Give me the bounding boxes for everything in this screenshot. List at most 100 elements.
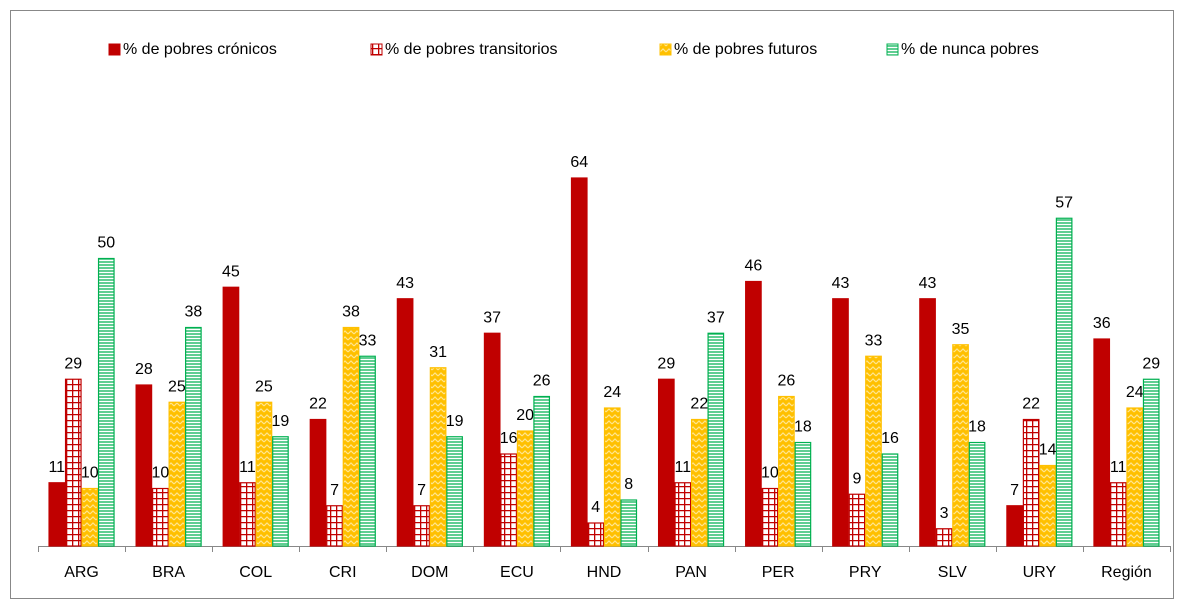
data-label: 24: [603, 384, 621, 401]
data-label: 9: [853, 470, 862, 487]
legend-label: % de pobres futuros: [674, 41, 817, 58]
legend-swatch: [370, 43, 383, 56]
bar: [396, 298, 414, 547]
bar: [1142, 378, 1160, 547]
bar: [446, 436, 463, 547]
legend-swatch: [108, 43, 121, 56]
bar: [1006, 505, 1023, 547]
bar: [745, 280, 762, 547]
data-label: 26: [778, 373, 796, 390]
data-label: 10: [81, 465, 99, 482]
x-tick-label: PER: [762, 564, 795, 581]
bar: [1093, 338, 1111, 547]
data-label: 29: [657, 355, 675, 372]
data-label: 7: [330, 482, 339, 499]
data-label: 29: [64, 355, 82, 372]
bar: [97, 257, 115, 547]
data-label: 57: [1055, 194, 1073, 211]
data-label: 43: [919, 275, 937, 292]
data-label: 11: [48, 459, 65, 476]
data-label: 11: [675, 459, 692, 476]
bar: [1055, 217, 1073, 547]
x-tick-label: ECU: [500, 564, 534, 581]
data-label: 37: [483, 309, 501, 326]
data-label: 4: [591, 499, 600, 516]
bar: [657, 378, 675, 547]
data-label: 16: [500, 430, 518, 447]
bar: [707, 332, 725, 547]
bar: [848, 493, 866, 547]
bar: [1109, 482, 1127, 547]
data-label: 33: [865, 332, 883, 349]
data-label: 29: [1142, 355, 1160, 372]
data-label: 18: [968, 419, 986, 436]
bar: [342, 326, 360, 547]
x-tick-label: URY: [1023, 564, 1057, 581]
bar: [865, 355, 882, 547]
data-label: 24: [1126, 384, 1144, 401]
data-label: 7: [1010, 482, 1019, 499]
data-label: 11: [239, 459, 256, 476]
x-tick-label: ARG: [64, 564, 99, 581]
data-label: 38: [184, 304, 202, 321]
x-tick-label: HND: [587, 564, 622, 581]
bar: [48, 482, 66, 547]
bar: [413, 505, 430, 547]
data-label: 31: [429, 344, 447, 361]
bar: [952, 344, 969, 547]
x-tick-label: COL: [239, 564, 272, 581]
bar: [674, 482, 692, 547]
data-label: 19: [272, 413, 290, 430]
x-tick-label: Región: [1101, 564, 1152, 581]
bar: [483, 332, 501, 547]
data-label: 10: [761, 465, 779, 482]
bar: [794, 441, 812, 547]
bar: [168, 401, 186, 547]
data-label: 20: [516, 407, 534, 424]
bar: [968, 441, 986, 547]
bar: [832, 298, 849, 547]
bar: [761, 487, 779, 547]
legend-swatch: [886, 43, 899, 56]
x-tick-label: PAN: [675, 564, 707, 581]
bar: [500, 453, 518, 547]
data-label: 33: [359, 332, 377, 349]
data-label: 46: [745, 258, 763, 275]
data-label: 25: [255, 378, 273, 395]
data-label: 43: [832, 275, 850, 292]
x-tick-label: DOM: [411, 564, 448, 581]
bar: [603, 407, 621, 547]
x-tick-label: PRY: [849, 564, 882, 581]
bar: [222, 286, 240, 547]
bar: [152, 487, 169, 547]
data-label: 19: [446, 413, 464, 430]
data-label: 11: [1110, 459, 1127, 476]
bar: [135, 384, 153, 547]
bar: [919, 298, 936, 547]
data-label: 38: [342, 304, 360, 321]
bar: [1126, 407, 1144, 547]
data-label: 22: [1022, 396, 1040, 413]
data-label: 16: [881, 430, 899, 447]
bar: [935, 528, 953, 547]
bar: [309, 418, 327, 547]
data-label: 28: [135, 361, 153, 378]
bar: [272, 436, 289, 547]
data-label: 50: [97, 235, 115, 252]
data-label: 26: [533, 373, 551, 390]
data-label: 10: [151, 465, 169, 482]
data-label: 43: [396, 275, 414, 292]
bar: [64, 378, 82, 547]
legend-label: % de pobres transitorios: [385, 41, 558, 58]
data-label: 14: [1039, 442, 1057, 459]
data-label: 22: [690, 396, 708, 413]
bar: [359, 355, 376, 547]
bar: [533, 395, 551, 547]
bar: [516, 430, 534, 547]
bar: [81, 487, 99, 547]
bar: [690, 418, 708, 547]
bar: [570, 177, 588, 547]
bar: [587, 522, 605, 547]
bar: [185, 326, 202, 547]
